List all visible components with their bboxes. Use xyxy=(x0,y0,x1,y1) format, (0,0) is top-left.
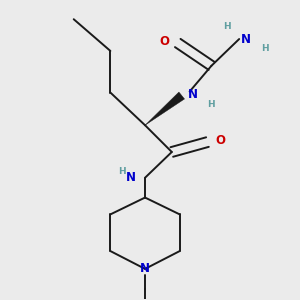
Text: O: O xyxy=(215,134,225,147)
Text: O: O xyxy=(160,34,170,47)
Text: N: N xyxy=(241,32,251,46)
Text: H: H xyxy=(261,44,268,53)
Text: N: N xyxy=(126,171,136,184)
Text: H: H xyxy=(224,22,231,31)
Polygon shape xyxy=(145,92,184,125)
Text: H: H xyxy=(208,100,215,109)
Text: N: N xyxy=(140,262,150,275)
Text: H: H xyxy=(118,167,126,176)
Text: N: N xyxy=(188,88,198,101)
